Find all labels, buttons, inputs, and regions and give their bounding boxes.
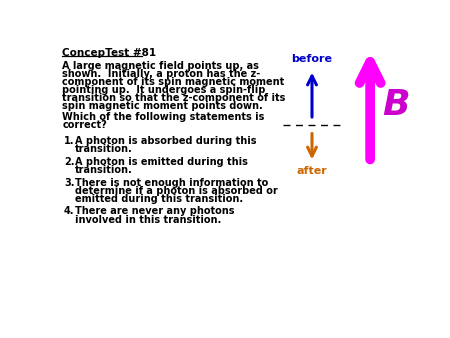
Text: spin magnetic moment points down.: spin magnetic moment points down. (63, 101, 263, 111)
Text: B: B (382, 88, 410, 122)
Text: before: before (292, 54, 333, 65)
Text: transition.: transition. (75, 165, 133, 175)
Text: transition.: transition. (75, 144, 133, 154)
Text: 4.: 4. (64, 207, 75, 217)
Text: A photon is emitted during this: A photon is emitted during this (75, 157, 248, 167)
Text: There is not enough information to: There is not enough information to (75, 178, 268, 188)
Text: component of its spin magnetic moment: component of its spin magnetic moment (63, 77, 285, 87)
Text: pointing up.  It undergoes a spin-flip: pointing up. It undergoes a spin-flip (63, 85, 266, 95)
Text: 3.: 3. (64, 178, 75, 188)
Text: A photon is absorbed during this: A photon is absorbed during this (75, 136, 256, 146)
Text: emitted during this transition.: emitted during this transition. (75, 194, 243, 204)
Text: involved in this transition.: involved in this transition. (75, 215, 221, 224)
Text: transition so that the z-component of its: transition so that the z-component of it… (63, 93, 286, 103)
Text: 2.: 2. (64, 157, 75, 167)
Text: after: after (297, 166, 328, 176)
Text: There are never any photons: There are never any photons (75, 207, 234, 217)
Text: A large magnetic field points up, as: A large magnetic field points up, as (63, 61, 259, 71)
Text: ConcepTest #81: ConcepTest #81 (63, 48, 157, 58)
Text: correct?: correct? (63, 120, 107, 130)
Text: 1.: 1. (64, 136, 75, 146)
Text: shown.  Initially, a proton has the z-: shown. Initially, a proton has the z- (63, 69, 261, 79)
Text: Which of the following statements is: Which of the following statements is (63, 112, 265, 122)
Text: determine if a photon is absorbed or: determine if a photon is absorbed or (75, 186, 278, 196)
